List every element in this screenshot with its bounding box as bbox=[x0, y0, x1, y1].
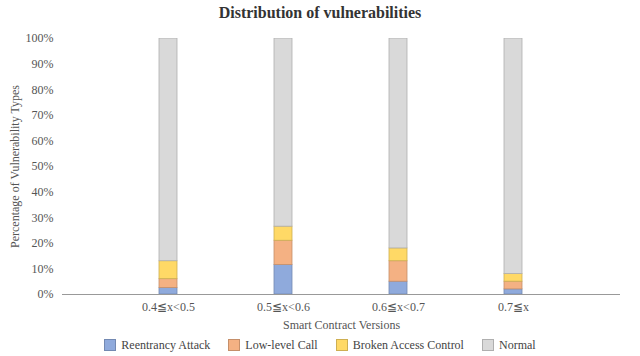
svg-text:0%: 0% bbox=[38, 287, 54, 301]
svg-text:0.4≦x<0.5: 0.4≦x<0.5 bbox=[142, 300, 195, 314]
svg-text:40%: 40% bbox=[32, 185, 54, 199]
html-text:Reentrancy Attack: Reentrancy Attack bbox=[121, 337, 211, 352]
html-text:Broken Access Control: Broken Access Control bbox=[352, 337, 464, 352]
svg-text:10%: 10% bbox=[32, 262, 54, 276]
svg-text:90%: 90% bbox=[32, 57, 54, 71]
svg-text:0.5≦x<0.6: 0.5≦x<0.6 bbox=[257, 300, 310, 314]
html-text:Low-level Call: Low-level Call bbox=[245, 337, 318, 352]
html-text:Distribution of vulnerabilitie: Distribution of vulnerabilities bbox=[218, 4, 422, 21]
svg-text:80%: 80% bbox=[32, 83, 54, 97]
svg-text:20%: 20% bbox=[32, 236, 54, 250]
svg-text:100%: 100% bbox=[26, 31, 54, 45]
svg-text:Percentage of Vulnerability Ty: Percentage of Vulnerability Types bbox=[8, 85, 22, 248]
svg-text:0.7≦x: 0.7≦x bbox=[498, 300, 529, 314]
svg-text:30%: 30% bbox=[32, 211, 54, 225]
svg-text:70%: 70% bbox=[32, 108, 54, 122]
svg-text:0.6≦x<0.7: 0.6≦x<0.7 bbox=[372, 300, 425, 314]
svg-text:60%: 60% bbox=[32, 134, 54, 148]
svg-text:Smart Contract Versions: Smart Contract Versions bbox=[283, 318, 400, 332]
html-text:Normal: Normal bbox=[499, 337, 536, 352]
svg-text:50%: 50% bbox=[32, 159, 54, 173]
